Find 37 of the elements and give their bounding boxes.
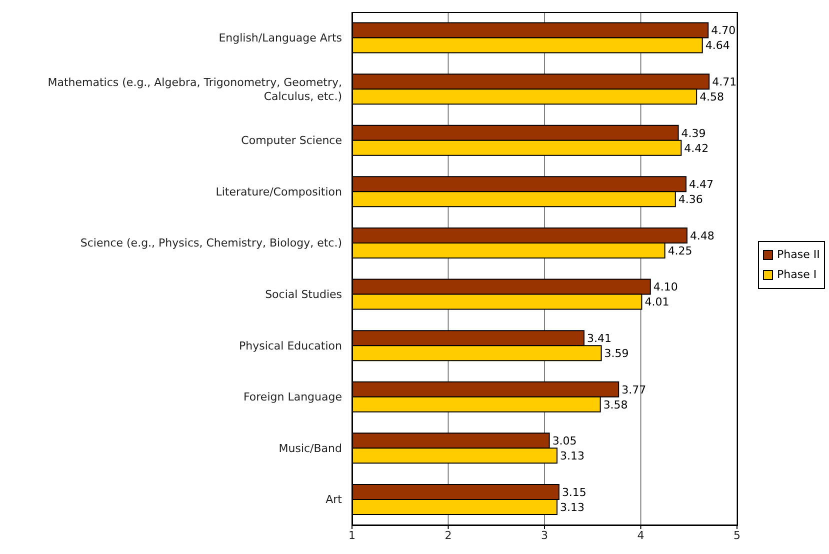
data-label: 4.58 xyxy=(700,90,724,104)
y-tick-label: Mathematics (e.g., Algebra, Trigonometry, Geometry, Calculus, etc.) xyxy=(48,76,342,103)
data-label: 4.48 xyxy=(690,229,714,242)
data-label: 4.64 xyxy=(705,39,730,52)
legend-label: Phase I xyxy=(777,267,817,283)
x-tick-label: 2 xyxy=(444,528,452,542)
data-label: 4.47 xyxy=(688,178,714,192)
data-label: 4.25 xyxy=(668,244,692,258)
data-label: 3.58 xyxy=(603,398,628,412)
x-tick-label: 5 xyxy=(734,528,740,542)
data-label: 3.59 xyxy=(604,346,629,360)
y-tick-label: English/Language Arts xyxy=(218,32,342,44)
x-tick-label: 4 xyxy=(637,528,644,542)
legend-label: Phase II xyxy=(777,247,820,263)
data-label: 3.77 xyxy=(622,383,646,396)
data-label: 3.41 xyxy=(586,332,612,345)
y-tick-label: Art xyxy=(326,493,343,506)
y-tick-label: Science (e.g., Physics, Chemistry, Biology, etc.) xyxy=(80,236,342,250)
data-label: 3.05 xyxy=(552,434,577,448)
y-tick-label: Foreign Language xyxy=(243,390,342,404)
data-label: 4.70 xyxy=(711,24,736,38)
data-label: 4.71 xyxy=(712,75,737,88)
data-label: 3.15 xyxy=(562,486,586,499)
data-label: 3.13 xyxy=(560,450,585,463)
y-tick-label: Computer Science xyxy=(241,134,342,148)
y-tick-label: Literature/Composition xyxy=(216,185,342,198)
y-tick-label: Music/Band xyxy=(278,442,342,455)
y-tick-label: Physical Education xyxy=(238,339,342,352)
data-label: 4.42 xyxy=(684,142,709,155)
data-label: 4.39 xyxy=(681,126,706,140)
data-label: 4.10 xyxy=(653,280,678,294)
data-label: 3.13 xyxy=(560,500,585,514)
y-tick-label: Social Studies xyxy=(265,288,342,301)
x-tick-label: 3 xyxy=(541,528,548,542)
data-label: 4.01 xyxy=(644,296,670,309)
x-tick-label: 1 xyxy=(348,528,356,542)
data-label: 4.36 xyxy=(678,193,703,206)
